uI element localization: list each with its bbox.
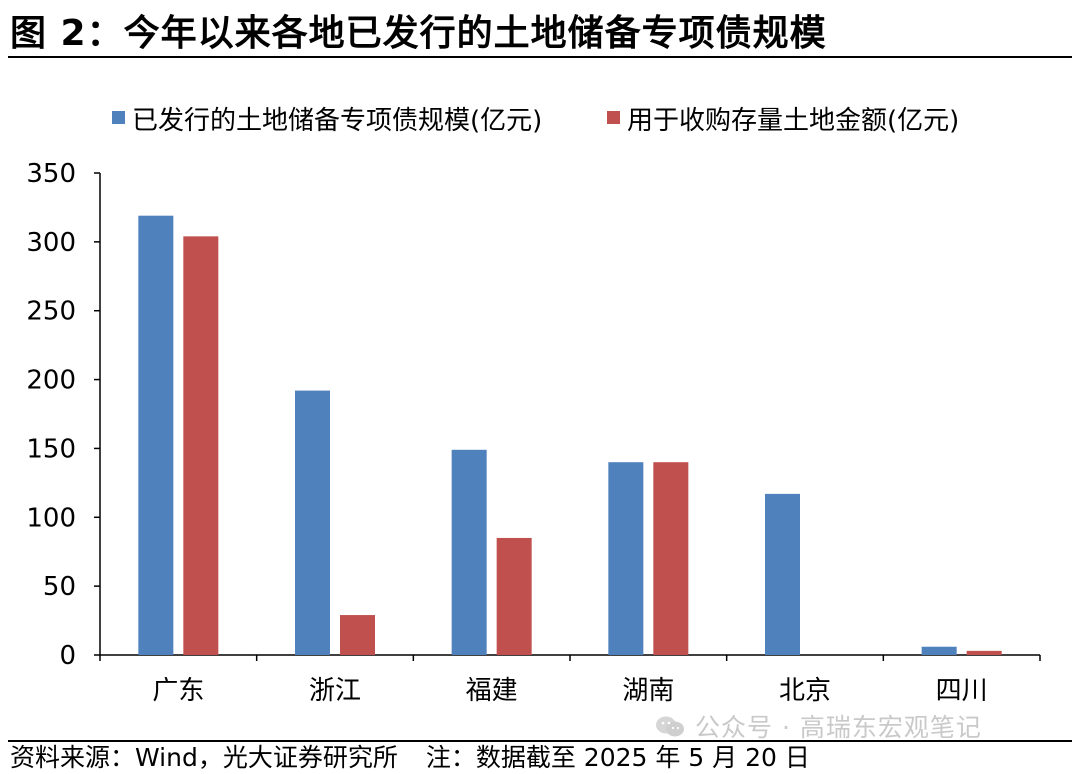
legend: 已发行的土地储备专项债规模(亿元) 用于收购存量土地金额(亿元) xyxy=(112,106,959,136)
x-tick-label: 湖南 xyxy=(622,676,674,706)
y-tick-label: 300 xyxy=(26,228,76,258)
legend-label-1: 已发行的土地储备专项债规模(亿元) xyxy=(132,106,542,136)
y-tick-label: 150 xyxy=(26,434,76,464)
bar-series-2-湖南 xyxy=(653,462,689,655)
watermark-text: 公众号 · 高瑞东宏观笔记 xyxy=(695,713,982,742)
x-tick-label: 浙江 xyxy=(309,676,361,706)
footer: 资料来源：Wind，光大证券研究所 注：数据截至 2025 年 5 月 20 日 xyxy=(10,738,810,774)
x-tick-label: 广东 xyxy=(152,676,204,706)
watermark: 公众号 · 高瑞东宏观笔记 xyxy=(655,708,982,744)
x-tick-label: 北京 xyxy=(779,676,831,706)
bar-series-1-福建 xyxy=(451,449,487,655)
bar-series-2-浙江 xyxy=(340,615,375,655)
x-axis: 广东 浙江 福建 湖南 北京 四川 xyxy=(99,654,1041,706)
title-rule xyxy=(8,56,1072,58)
bar-series-1-浙江 xyxy=(295,390,330,655)
bar-series-1-四川 xyxy=(921,646,957,655)
note-text: 注：数据截至 2025 年 5 月 20 日 xyxy=(425,743,810,772)
legend-label-2: 用于收购存量土地金额(亿元) xyxy=(627,106,959,136)
bars xyxy=(138,215,1002,656)
bar-series-1-北京 xyxy=(765,493,800,655)
figure-title: 图 2：今年以来各地已发行的土地储备专项债规模 xyxy=(10,13,827,54)
y-tick-label: 200 xyxy=(26,366,76,396)
bar-series-1-广东 xyxy=(138,215,174,656)
wechat-icon xyxy=(656,716,684,737)
y-tick-label: 50 xyxy=(43,572,76,602)
x-tick-label: 福建 xyxy=(466,676,518,706)
y-tick-label: 350 xyxy=(26,159,76,189)
legend-swatch-1 xyxy=(112,111,125,124)
bar-series-2-福建 xyxy=(496,537,532,655)
footer-rule xyxy=(8,740,1072,742)
y-tick-label: 250 xyxy=(26,297,76,327)
bar-series-1-湖南 xyxy=(608,462,644,655)
bar-series-2-四川 xyxy=(966,650,1002,655)
y-tick-label: 0 xyxy=(59,641,76,671)
y-tick-label: 100 xyxy=(26,503,76,533)
x-tick-label: 四川 xyxy=(936,676,988,706)
legend-swatch-2 xyxy=(607,111,620,124)
y-axis: 0 50 100 150 200 250 300 350 xyxy=(26,159,101,671)
source-text: 资料来源：Wind，光大证券研究所 xyxy=(10,743,398,772)
bar-series-2-广东 xyxy=(183,236,219,655)
